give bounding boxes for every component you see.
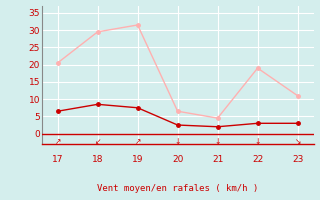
X-axis label: Vent moyen/en rafales ( km/h ): Vent moyen/en rafales ( km/h ) xyxy=(97,184,258,193)
Text: ↓: ↓ xyxy=(254,137,261,146)
Text: ↓: ↓ xyxy=(174,137,181,146)
Text: ↓: ↓ xyxy=(214,137,221,146)
Text: ↙: ↙ xyxy=(94,137,101,146)
Text: ↗: ↗ xyxy=(54,137,61,146)
Text: ↘: ↘ xyxy=(294,137,301,146)
Text: ↗: ↗ xyxy=(134,137,141,146)
